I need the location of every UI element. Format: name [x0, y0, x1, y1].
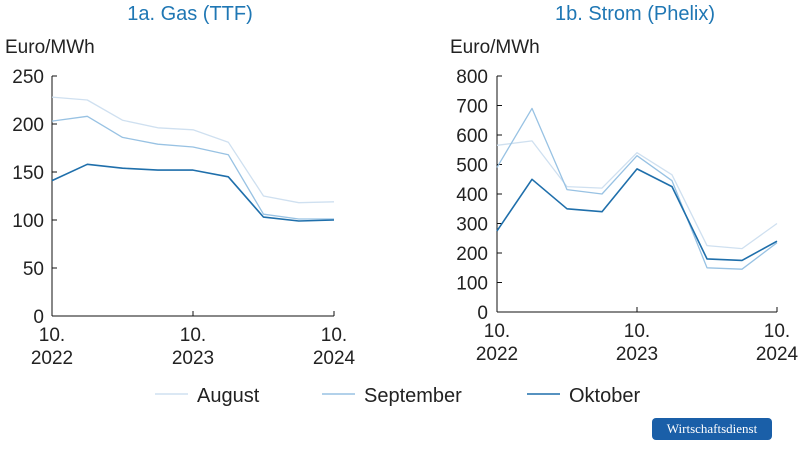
y-tick-label-strom: 100	[456, 274, 488, 295]
y-tick-label-gas: 100	[12, 211, 44, 232]
series-line-oktober-strom	[496, 168, 778, 262]
y-tick-label-strom: 700	[456, 97, 488, 118]
legend-label-september: September	[364, 385, 462, 407]
x-tick-label-strom: 2023	[616, 344, 658, 365]
x-tick-label-strom: 10.	[624, 321, 650, 342]
y-tick-label-gas: 250	[12, 67, 44, 88]
legend-label-august: August	[197, 385, 260, 407]
y-tick-label-strom: 300	[456, 215, 488, 236]
y-tick-label-gas: 50	[23, 259, 44, 280]
y-tick-label-strom: 500	[456, 156, 488, 177]
y-tick-label-strom: 800	[456, 67, 488, 88]
x-tick-label-gas: 2023	[172, 348, 214, 369]
chart-title-gas: 1a. Gas (TTF)	[127, 3, 253, 25]
chart-title-strom: 1b. Strom (Phelix)	[555, 3, 715, 25]
x-tick-label-gas: 2022	[31, 348, 73, 369]
y-tick-label-gas: 200	[12, 115, 44, 136]
x-tick-label-gas: 10.	[180, 325, 206, 346]
chart-panel-gas: 1a. Gas (TTF) Euro/MWh 0 50 100 150 200 250 1…	[5, 3, 356, 369]
series-line-september-gas	[51, 115, 334, 220]
chart-panel-strom: 1b. Strom (Phelix) Euro/MWh 0 100 200 300 40…	[450, 3, 799, 365]
y-axis-label-strom: Euro/MWh	[450, 37, 540, 58]
x-tick-label-gas: 10.	[39, 325, 65, 346]
series-line-oktober-gas	[51, 163, 335, 222]
x-tick-label-strom: 10.	[764, 321, 790, 342]
brand-badge: Wirtschaftsdienst	[652, 418, 772, 440]
x-tick-label-strom: 2024	[756, 344, 799, 365]
x-tick-label-strom: 2022	[476, 344, 518, 365]
series-line-august-gas	[51, 96, 335, 204]
x-tick-label-strom: 10.	[484, 321, 510, 342]
series-line-august-strom	[496, 140, 778, 250]
y-tick-label-gas: 150	[12, 163, 44, 184]
y-axis-label-gas: Euro/MWh	[5, 37, 95, 58]
y-tick-label-strom: 600	[456, 126, 488, 147]
y-tick-label-strom: 200	[456, 244, 488, 265]
y-tick-label-strom: 0	[477, 303, 488, 324]
y-tick-label-strom: 400	[456, 185, 488, 206]
series-line-september-strom	[496, 107, 778, 270]
x-tick-label-gas: 10.	[321, 325, 347, 346]
legend-label-oktober: Oktober	[569, 385, 640, 407]
legend: August September Oktober	[155, 385, 640, 407]
y-tick-label-gas: 0	[33, 307, 44, 328]
x-tick-label-gas: 2024	[313, 348, 356, 369]
